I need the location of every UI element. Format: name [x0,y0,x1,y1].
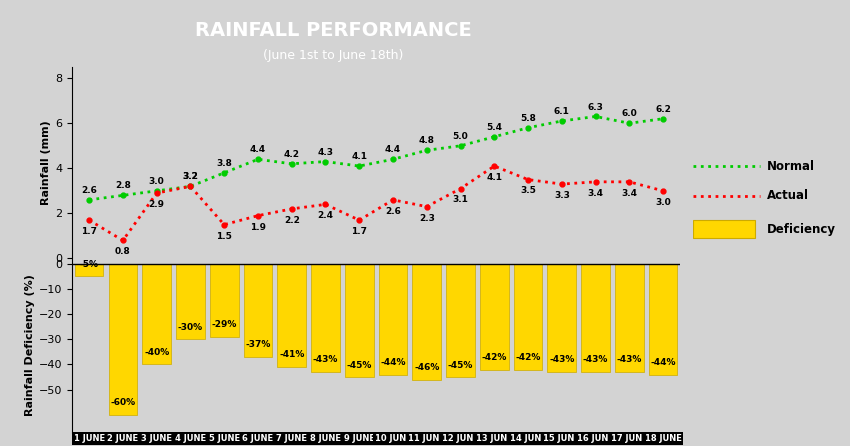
Text: 1.5: 1.5 [216,231,232,240]
Text: -44%: -44% [650,358,676,367]
Text: -29%: -29% [212,320,237,329]
Text: -5%: -5% [80,260,99,268]
Bar [547,264,576,372]
Text: -46%: -46% [414,363,439,372]
Text: RAINFALL PERFORMANCE: RAINFALL PERFORMANCE [196,21,472,40]
Text: 1.7: 1.7 [81,227,97,236]
Text: 4.3: 4.3 [318,148,333,157]
Bar [581,264,610,372]
Text: 2.4: 2.4 [318,211,333,220]
Text: 6.0: 6.0 [621,109,638,118]
Bar [513,264,542,370]
Text: 2.6: 2.6 [82,186,97,195]
Text: Deficiency: Deficiency [767,223,836,235]
Text: -44%: -44% [380,358,405,367]
Bar [210,264,239,337]
Text: 4.4: 4.4 [385,145,401,154]
Text: 3.1: 3.1 [452,195,468,204]
Text: 2.3: 2.3 [419,214,434,223]
Text: 3.2: 3.2 [183,173,198,182]
Text: (June 1st to June 18th): (June 1st to June 18th) [264,49,404,62]
Bar [244,264,272,357]
Text: 3.4: 3.4 [621,189,638,198]
Text: 0.8: 0.8 [115,248,131,256]
Bar [142,264,171,364]
Text: -40%: -40% [144,348,169,357]
Bar [378,264,407,375]
Text: -60%: -60% [110,398,135,407]
Text: -42%: -42% [482,353,507,362]
Bar [615,264,643,372]
Text: 3.8: 3.8 [216,159,232,168]
Bar [311,264,340,372]
Text: 4.2: 4.2 [284,150,300,159]
Text: -43%: -43% [616,355,642,364]
Text: 1.9: 1.9 [250,223,266,231]
Text: 3.2: 3.2 [183,173,198,182]
Text: 3.0: 3.0 [655,198,671,207]
Bar [480,264,508,370]
Text: 3.3: 3.3 [554,191,570,200]
Text: -37%: -37% [246,340,270,349]
Text: -45%: -45% [448,360,473,370]
Text: 3.5: 3.5 [520,186,536,195]
Text: -45%: -45% [347,360,372,370]
Text: -42%: -42% [515,353,541,362]
Text: -43%: -43% [549,355,575,364]
Bar [345,264,374,377]
Text: 4.1: 4.1 [486,173,502,182]
Text: 6.3: 6.3 [587,103,603,112]
Text: 6.2: 6.2 [655,105,671,114]
Bar [277,264,306,367]
Text: 4.1: 4.1 [351,152,367,161]
Text: 2.8: 2.8 [115,182,131,190]
Text: Actual: Actual [767,189,809,202]
Y-axis label: Rainfall (mm): Rainfall (mm) [42,120,51,205]
Text: 4.8: 4.8 [419,136,434,145]
Text: 2.9: 2.9 [149,200,165,209]
Text: -41%: -41% [279,351,304,359]
Text: -43%: -43% [583,355,609,364]
Text: 3.4: 3.4 [587,189,603,198]
Text: Normal: Normal [767,160,815,173]
FancyBboxPatch shape [693,220,755,238]
Bar [446,264,475,377]
Text: 5.0: 5.0 [453,132,468,141]
Text: 1.7: 1.7 [351,227,367,236]
Text: 6.1: 6.1 [554,107,570,116]
Text: -43%: -43% [313,355,338,364]
Bar [75,264,104,276]
Text: 5.4: 5.4 [486,123,502,132]
Text: 2.6: 2.6 [385,207,401,216]
Bar [412,264,441,380]
Text: -30%: -30% [178,322,203,332]
Bar [176,264,205,339]
Text: 2.2: 2.2 [284,216,300,225]
Y-axis label: Rainfall Deficiency (%): Rainfall Deficiency (%) [25,275,35,417]
Bar [109,264,137,415]
Text: 4.4: 4.4 [250,145,266,154]
Text: 5.8: 5.8 [520,114,536,123]
Text: 3.0: 3.0 [149,177,165,186]
Bar [649,264,677,375]
